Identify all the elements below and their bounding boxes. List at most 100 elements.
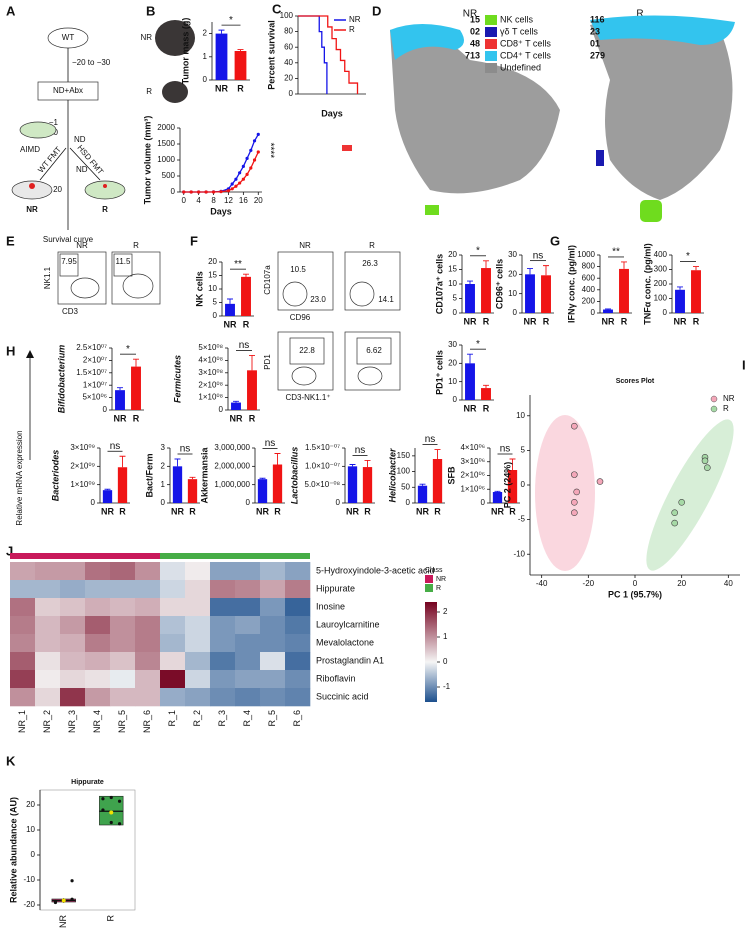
error-bar: [527, 268, 533, 275]
bar: [603, 309, 613, 313]
y-tick-label: 0: [219, 405, 224, 414]
y-axis-label: Bifidobacterium: [56, 345, 66, 414]
y-axis-label: Akkermansia: [199, 446, 209, 503]
panel-letter: K: [6, 753, 16, 768]
x-axis-label: PC 1 (95.7%): [608, 589, 662, 599]
point: [101, 797, 105, 801]
heatmap-cell: [210, 616, 236, 635]
cell-count: 15: [470, 14, 480, 24]
point: [234, 177, 238, 181]
bar: [525, 274, 535, 313]
flow-axis: CD107a: [263, 265, 272, 295]
y-tick-label: 2×10⁰⁷: [83, 356, 107, 365]
heatmap-cell: [260, 562, 286, 581]
legend-swatch: [425, 575, 433, 583]
y-tick-label: 1×10⁰⁸: [198, 393, 223, 402]
error-bar: [483, 260, 489, 269]
tsne-cloud: [342, 145, 352, 151]
label: ND+Abx: [53, 86, 83, 95]
y-tick-label: 0: [336, 498, 341, 507]
contour: [349, 281, 375, 307]
y-tick-label: 600: [582, 273, 596, 282]
gate-value: 7.95: [61, 257, 77, 266]
x-tick-label: R: [434, 506, 441, 516]
row-label: Inosine: [316, 601, 345, 611]
error-bar: [677, 286, 683, 290]
heatmap-cell: [35, 634, 61, 653]
x-tick-label: R: [249, 413, 256, 423]
significance-label: ****: [264, 143, 275, 159]
heatmap-cell: [10, 688, 36, 707]
column-label: NR_5: [117, 710, 127, 733]
tsne-cloud: [596, 150, 604, 166]
heatmap-cell: [85, 688, 111, 707]
class-bar: [160, 553, 185, 559]
tsne-cloud: [390, 24, 464, 60]
flow-plots: NR R 7.95 11.5 NK1.1 CD3 NR R 10.5 23.0 …: [43, 241, 401, 402]
error-bar: [189, 476, 196, 480]
y-tick-label: 2: [161, 461, 166, 470]
tsne-cloud: [425, 205, 439, 215]
heatmap-cell: [185, 598, 211, 617]
y-tick-label: 2×10⁰⁸: [198, 380, 223, 389]
arrow-head: [26, 350, 34, 358]
label: ND: [76, 165, 88, 174]
bar: [481, 388, 491, 400]
bar: [492, 492, 503, 503]
heatmap-cell: [285, 580, 311, 599]
heatmap-cell: [160, 598, 186, 617]
panel-letter: H: [6, 343, 15, 358]
y-tick-label: 1: [161, 480, 166, 489]
heatmap-cell: [35, 580, 61, 599]
x-tick-label: R: [693, 316, 700, 326]
heatmap-cell: [10, 634, 36, 653]
row-label: Lauroylcarnitine: [316, 619, 380, 629]
tsne-plot: NR R: [342, 9, 735, 222]
class-bar: [260, 553, 285, 559]
x-tick-label: R: [509, 506, 516, 516]
error-bar: [249, 354, 255, 371]
y-axis-label: Tumor mass (g): [180, 18, 190, 85]
flow-axis: NK1.1: [43, 266, 52, 289]
panel-letter: F: [190, 233, 198, 248]
y-tick-label: 3,000,000: [214, 443, 250, 452]
colorbar-tick-label: 2: [443, 607, 448, 616]
bar: [187, 479, 198, 503]
error-bar: [364, 460, 371, 468]
y-tick-label: 20: [508, 269, 517, 278]
significance-label: ns: [239, 340, 250, 351]
y-tick-label: 100: [397, 467, 411, 476]
flow-axis: PD1: [263, 354, 272, 370]
heatmap-cell: [285, 652, 311, 671]
tsne-cloud: [590, 15, 735, 45]
error-bar: [605, 308, 611, 310]
point: [234, 184, 238, 188]
heatmap-cell: [235, 652, 261, 671]
x-tick-label: NR: [491, 506, 504, 516]
y-axis-label: Fermicutes: [172, 355, 182, 403]
point: [230, 187, 234, 191]
point: [571, 422, 578, 430]
heatmap-cell: [10, 670, 36, 689]
flow-axis: CD96: [290, 313, 311, 322]
bar: [172, 466, 183, 503]
point: [241, 164, 245, 168]
colorbar-tick-label: 1: [443, 632, 448, 641]
y-tick-label: 60: [284, 42, 293, 51]
heatmap-cell: [260, 580, 286, 599]
bar: [231, 402, 241, 410]
x-tick-label: 0: [182, 196, 187, 205]
label: NR: [26, 205, 38, 214]
contour: [357, 366, 383, 386]
point: [678, 499, 685, 506]
heatmap-cell: [110, 652, 136, 671]
heatmap-cell: [60, 562, 86, 581]
colorbar: [425, 602, 437, 702]
bar: [102, 490, 113, 503]
y-tick-label: 400: [582, 285, 596, 294]
label: −1: [49, 118, 59, 127]
gate-value: 10.5: [290, 265, 306, 274]
y-tick-label: -5: [518, 515, 526, 524]
y-tick-label: 1×10⁰⁶: [460, 484, 485, 493]
x-tick-label: 0: [633, 579, 638, 588]
